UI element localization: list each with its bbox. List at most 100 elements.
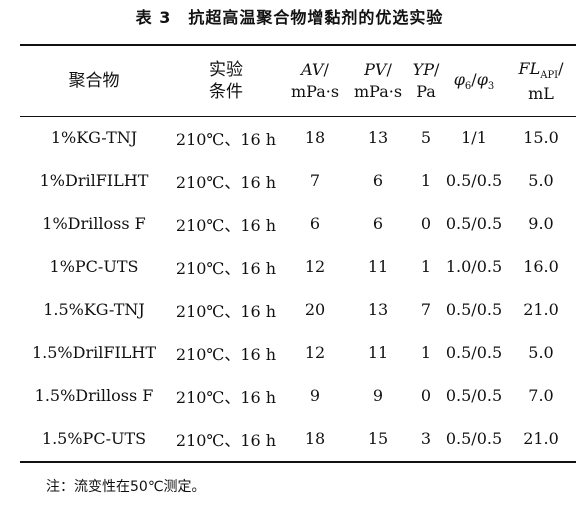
cell-condition: 210℃、16 h — [175, 258, 277, 278]
cell-polymer: 1.5%KG-TNJ — [43, 300, 145, 319]
cell-phi: 0.5/0.5 — [445, 300, 503, 319]
cell-pv: 6 — [372, 214, 384, 233]
top-rule — [20, 44, 576, 46]
table-header: 聚合物 实验 条件 AV/ mPa·s PV/ mPa·s YP/ Pa — [20, 46, 576, 116]
header-av-unit: mPa·s — [290, 82, 340, 101]
header-polymer: 聚合物 — [20, 46, 168, 116]
header-pv-slash: / — [386, 60, 392, 79]
cell-yp: 1 — [420, 257, 432, 276]
header-phi-b-sub: 3 — [487, 80, 495, 92]
header-yp: YP/ Pa — [410, 46, 442, 116]
header-phi: φ6/φ3 — [442, 46, 506, 116]
cell-yp: 5 — [420, 128, 432, 147]
cell-pv: 11 — [367, 257, 389, 276]
cell-av: 18 — [304, 429, 326, 448]
bottom-rule — [20, 461, 576, 463]
cell-condition: 210℃、16 h — [175, 344, 277, 364]
cell-fl: 21.0 — [523, 429, 559, 448]
cell-pv: 15 — [367, 429, 389, 448]
table-row: 1%Drilloss F 210℃、16 h 6 6 0 0.5/0.5 9.0 — [20, 202, 576, 245]
cell-fl: 9.0 — [528, 214, 554, 233]
cell-av: 18 — [304, 128, 326, 147]
cell-phi: 0.5/0.5 — [445, 386, 503, 405]
header-yp-name: YP — [412, 60, 434, 79]
header-yp-slash: / — [433, 60, 440, 79]
header-fl-sub: API — [540, 69, 559, 81]
cell-phi: 1/1 — [461, 128, 487, 147]
cell-yp: 1 — [420, 343, 432, 362]
cell-yp: 3 — [420, 429, 432, 448]
cell-polymer: 1%DrilFILHT — [39, 171, 149, 190]
cell-av: 12 — [304, 257, 326, 276]
cell-condition: 210℃、16 h — [175, 129, 277, 149]
header-polymer-label: 聚合物 — [68, 71, 120, 91]
cell-fl: 15.0 — [523, 128, 559, 147]
cell-av: 9 — [309, 386, 321, 405]
cell-pv: 13 — [367, 300, 389, 319]
header-pv-name: PV — [364, 60, 387, 79]
cell-yp: 0 — [420, 386, 432, 405]
cell-condition: 210℃、16 h — [175, 387, 277, 407]
table-row: 1%DrilFILHT 210℃、16 h 7 6 1 0.5/0.5 5.0 — [20, 159, 576, 202]
cell-av: 7 — [309, 171, 321, 190]
cell-polymer: 1.5%DrilFILHT — [31, 343, 157, 362]
cell-yp: 7 — [420, 300, 432, 319]
header-condition-line1: 实验 — [209, 60, 243, 80]
table-row: 1.5%KG-TNJ 210℃、16 h 20 13 7 0.5/0.5 21.… — [20, 288, 576, 331]
cell-condition: 210℃、16 h — [175, 215, 277, 235]
cell-yp: 1 — [420, 171, 432, 190]
cell-pv: 11 — [367, 343, 389, 362]
cell-fl: 16.0 — [523, 257, 559, 276]
cell-condition: 210℃、16 h — [175, 172, 277, 192]
table-row: 1.5%DrilFILHT 210℃、16 h 12 11 1 0.5/0.5 … — [20, 331, 576, 374]
header-phi-a-sub: 6 — [464, 80, 472, 92]
header-phi-b: φ — [476, 69, 488, 89]
table-body: 1%KG-TNJ 210℃、16 h 18 13 5 1/1 15.0 1%Dr… — [20, 116, 576, 460]
cell-av: 12 — [304, 343, 326, 362]
header-av: AV/ mPa·s — [284, 46, 346, 116]
header-fl-unit: mL — [528, 83, 554, 103]
header-rule — [20, 116, 576, 117]
header-phi-a: φ — [453, 69, 465, 89]
header-fl-slash: / — [558, 58, 564, 78]
cell-phi: 0.5/0.5 — [445, 171, 503, 190]
cell-condition: 210℃、16 h — [175, 430, 277, 450]
header-av-name: AV — [301, 60, 324, 79]
table-row: 1%PC-UTS 210℃、16 h 12 11 1 1.0/0.5 16.0 — [20, 245, 576, 288]
cell-phi: 0.5/0.5 — [445, 343, 503, 362]
polymer-table: 聚合物 实验 条件 AV/ mPa·s PV/ mPa·s YP/ Pa — [20, 46, 576, 460]
cell-pv: 9 — [372, 386, 384, 405]
cell-fl: 7.0 — [528, 386, 554, 405]
cell-pv: 13 — [367, 128, 389, 147]
cell-polymer: 1.5%Drilloss F — [34, 386, 154, 405]
cell-fl: 5.0 — [528, 171, 554, 190]
header-phi-slash: / — [471, 69, 477, 89]
header-fl: FLAPI/ mL — [506, 46, 576, 116]
cell-condition: 210℃、16 h — [175, 301, 277, 321]
header-condition-line2: 条件 — [209, 82, 243, 102]
header-fl-name: FL — [518, 58, 541, 78]
header-av-slash: / — [323, 60, 329, 79]
table-title: 表 3 抗超高温聚合物增黏剂的优选实验 — [135, 8, 444, 27]
cell-phi: 1.0/0.5 — [445, 257, 503, 276]
cell-polymer: 1%KG-TNJ — [50, 128, 138, 147]
header-condition: 实验 条件 — [168, 46, 284, 116]
cell-polymer: 1%PC-UTS — [49, 257, 139, 276]
cell-av: 6 — [309, 214, 321, 233]
header-yp-unit: Pa — [416, 82, 436, 101]
header-pv: PV/ mPa·s — [346, 46, 410, 116]
cell-phi: 0.5/0.5 — [445, 214, 503, 233]
cell-yp: 0 — [420, 214, 432, 233]
cell-polymer: 1.5%PC-UTS — [41, 429, 147, 448]
cell-phi: 0.5/0.5 — [445, 429, 503, 448]
cell-fl: 5.0 — [528, 343, 554, 362]
cell-fl: 21.0 — [523, 300, 559, 319]
table-note: 注：流变性在50℃测定。 — [46, 479, 206, 495]
table-row: 1.5%PC-UTS 210℃、16 h 18 15 3 0.5/0.5 21.… — [20, 417, 576, 460]
header-pv-unit: mPa·s — [353, 82, 403, 101]
cell-polymer: 1%Drilloss F — [42, 214, 146, 233]
table-row: 1.5%Drilloss F 210℃、16 h 9 9 0 0.5/0.5 7… — [20, 374, 576, 417]
cell-pv: 6 — [372, 171, 384, 190]
cell-av: 20 — [304, 300, 326, 319]
